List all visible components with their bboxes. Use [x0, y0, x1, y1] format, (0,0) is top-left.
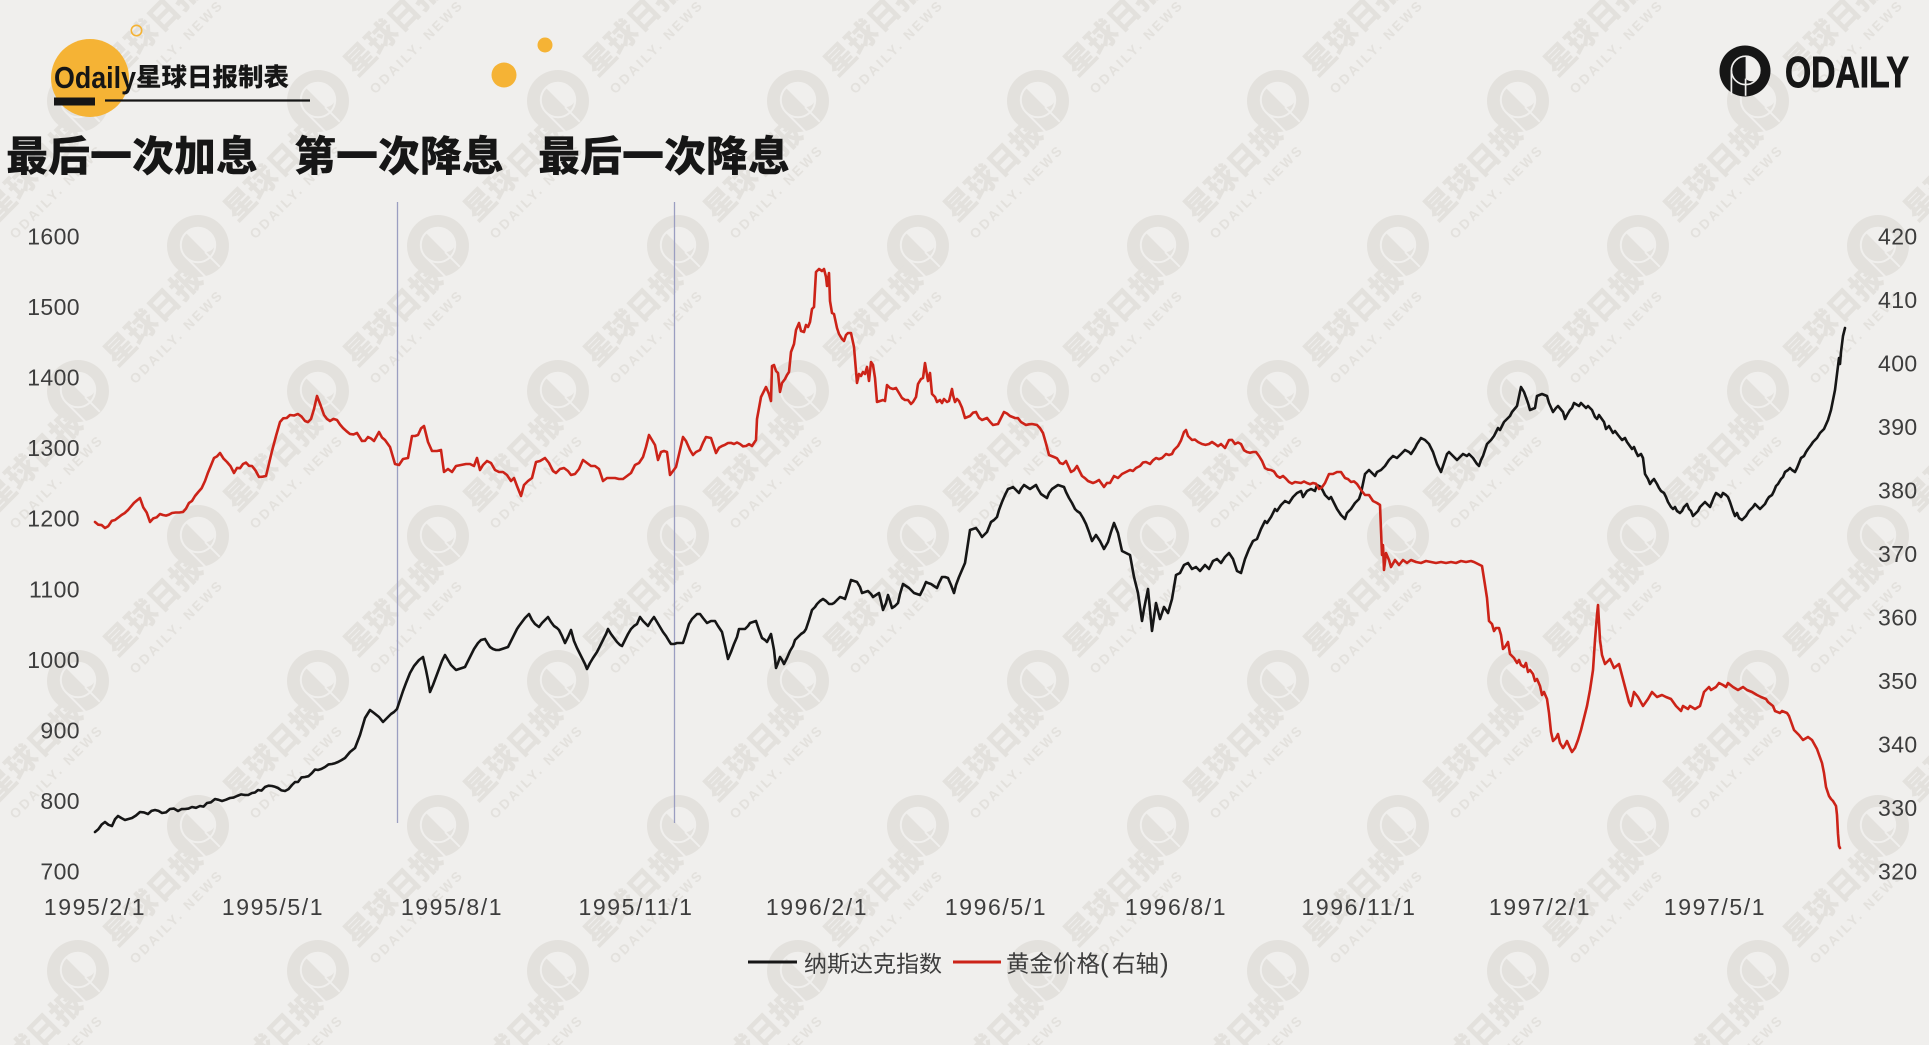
svg-text:1500: 1500 [27, 294, 80, 320]
svg-text:1600: 1600 [27, 224, 80, 250]
svg-text:1000: 1000 [27, 647, 80, 673]
svg-text:320: 320 [1878, 859, 1918, 885]
svg-text:): ) [1160, 948, 1169, 978]
svg-text:1995/8/1: 1995/8/1 [401, 894, 503, 920]
svg-text:1996/11/1: 1996/11/1 [1301, 894, 1416, 920]
svg-text:410: 410 [1878, 287, 1918, 313]
svg-text:700: 700 [40, 859, 80, 885]
svg-text:Odaily: Odaily [54, 60, 137, 95]
svg-text:1300: 1300 [27, 435, 80, 461]
svg-text:380: 380 [1878, 478, 1918, 504]
svg-text:1995/5/1: 1995/5/1 [222, 894, 324, 920]
svg-text:1997/2/1: 1997/2/1 [1489, 894, 1591, 920]
svg-text:370: 370 [1878, 541, 1918, 567]
svg-text:1995/2/1: 1995/2/1 [44, 894, 146, 920]
svg-text:1995/11/1: 1995/11/1 [578, 894, 693, 920]
svg-text:1100: 1100 [29, 576, 80, 602]
svg-text:1996/8/1: 1996/8/1 [1125, 894, 1227, 920]
svg-text:ODAILY: ODAILY [1785, 48, 1909, 97]
svg-text:340: 340 [1878, 732, 1918, 758]
svg-text:400: 400 [1878, 351, 1918, 377]
svg-text:350: 350 [1878, 668, 1918, 694]
svg-text:1996/5/1: 1996/5/1 [945, 894, 1047, 920]
svg-text:420: 420 [1878, 224, 1918, 250]
svg-text:1997/5/1: 1997/5/1 [1664, 894, 1766, 920]
svg-text:900: 900 [40, 717, 80, 743]
svg-text:1200: 1200 [27, 506, 80, 532]
svg-text:1996/2/1: 1996/2/1 [766, 894, 868, 920]
svg-text:(: ( [1100, 948, 1109, 978]
svg-text:330: 330 [1878, 795, 1918, 821]
svg-text:390: 390 [1878, 414, 1918, 440]
svg-text:360: 360 [1878, 605, 1918, 631]
svg-text:1400: 1400 [27, 365, 80, 391]
svg-text:800: 800 [40, 788, 80, 814]
